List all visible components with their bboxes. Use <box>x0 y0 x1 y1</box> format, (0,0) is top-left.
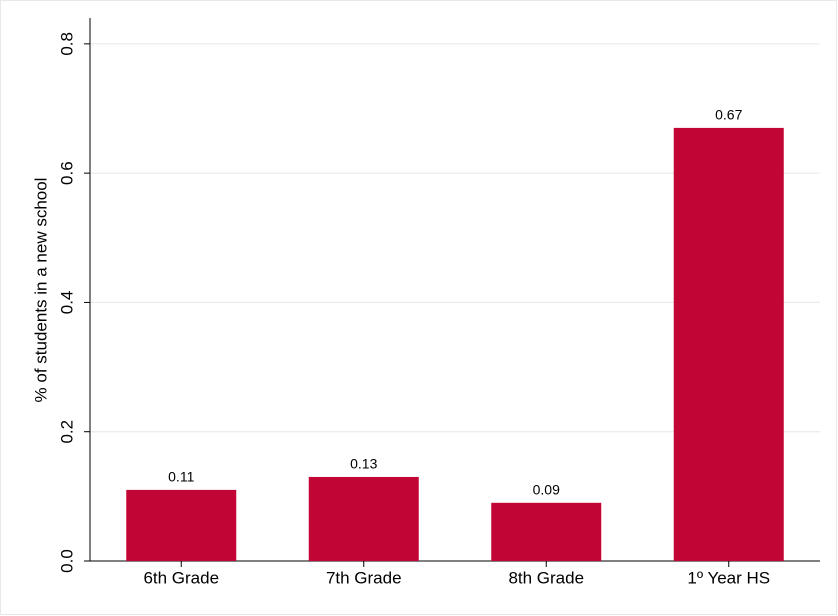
bar <box>673 127 784 562</box>
y-tick-label: 0.2 <box>57 420 76 444</box>
value-label: 0.09 <box>533 482 560 498</box>
bar <box>308 476 419 561</box>
bar <box>491 502 602 561</box>
y-tick-label: 0.4 <box>57 291 76 315</box>
y-tick-label: 0.6 <box>57 161 76 185</box>
y-axis-label: % of students in a new school <box>31 178 50 403</box>
value-label: 0.11 <box>168 469 194 485</box>
value-label: 0.67 <box>715 107 742 123</box>
value-label: 0.13 <box>350 456 377 472</box>
x-tick-label: 8th Grade <box>508 568 584 587</box>
bar <box>126 489 237 561</box>
x-tick-label: 1º Year HS <box>687 568 770 587</box>
x-tick-label: 7th Grade <box>326 568 402 587</box>
y-tick-label: 0.0 <box>57 549 76 573</box>
x-tick-label: 6th Grade <box>143 568 219 587</box>
y-tick-label: 0.8 <box>57 32 76 56</box>
